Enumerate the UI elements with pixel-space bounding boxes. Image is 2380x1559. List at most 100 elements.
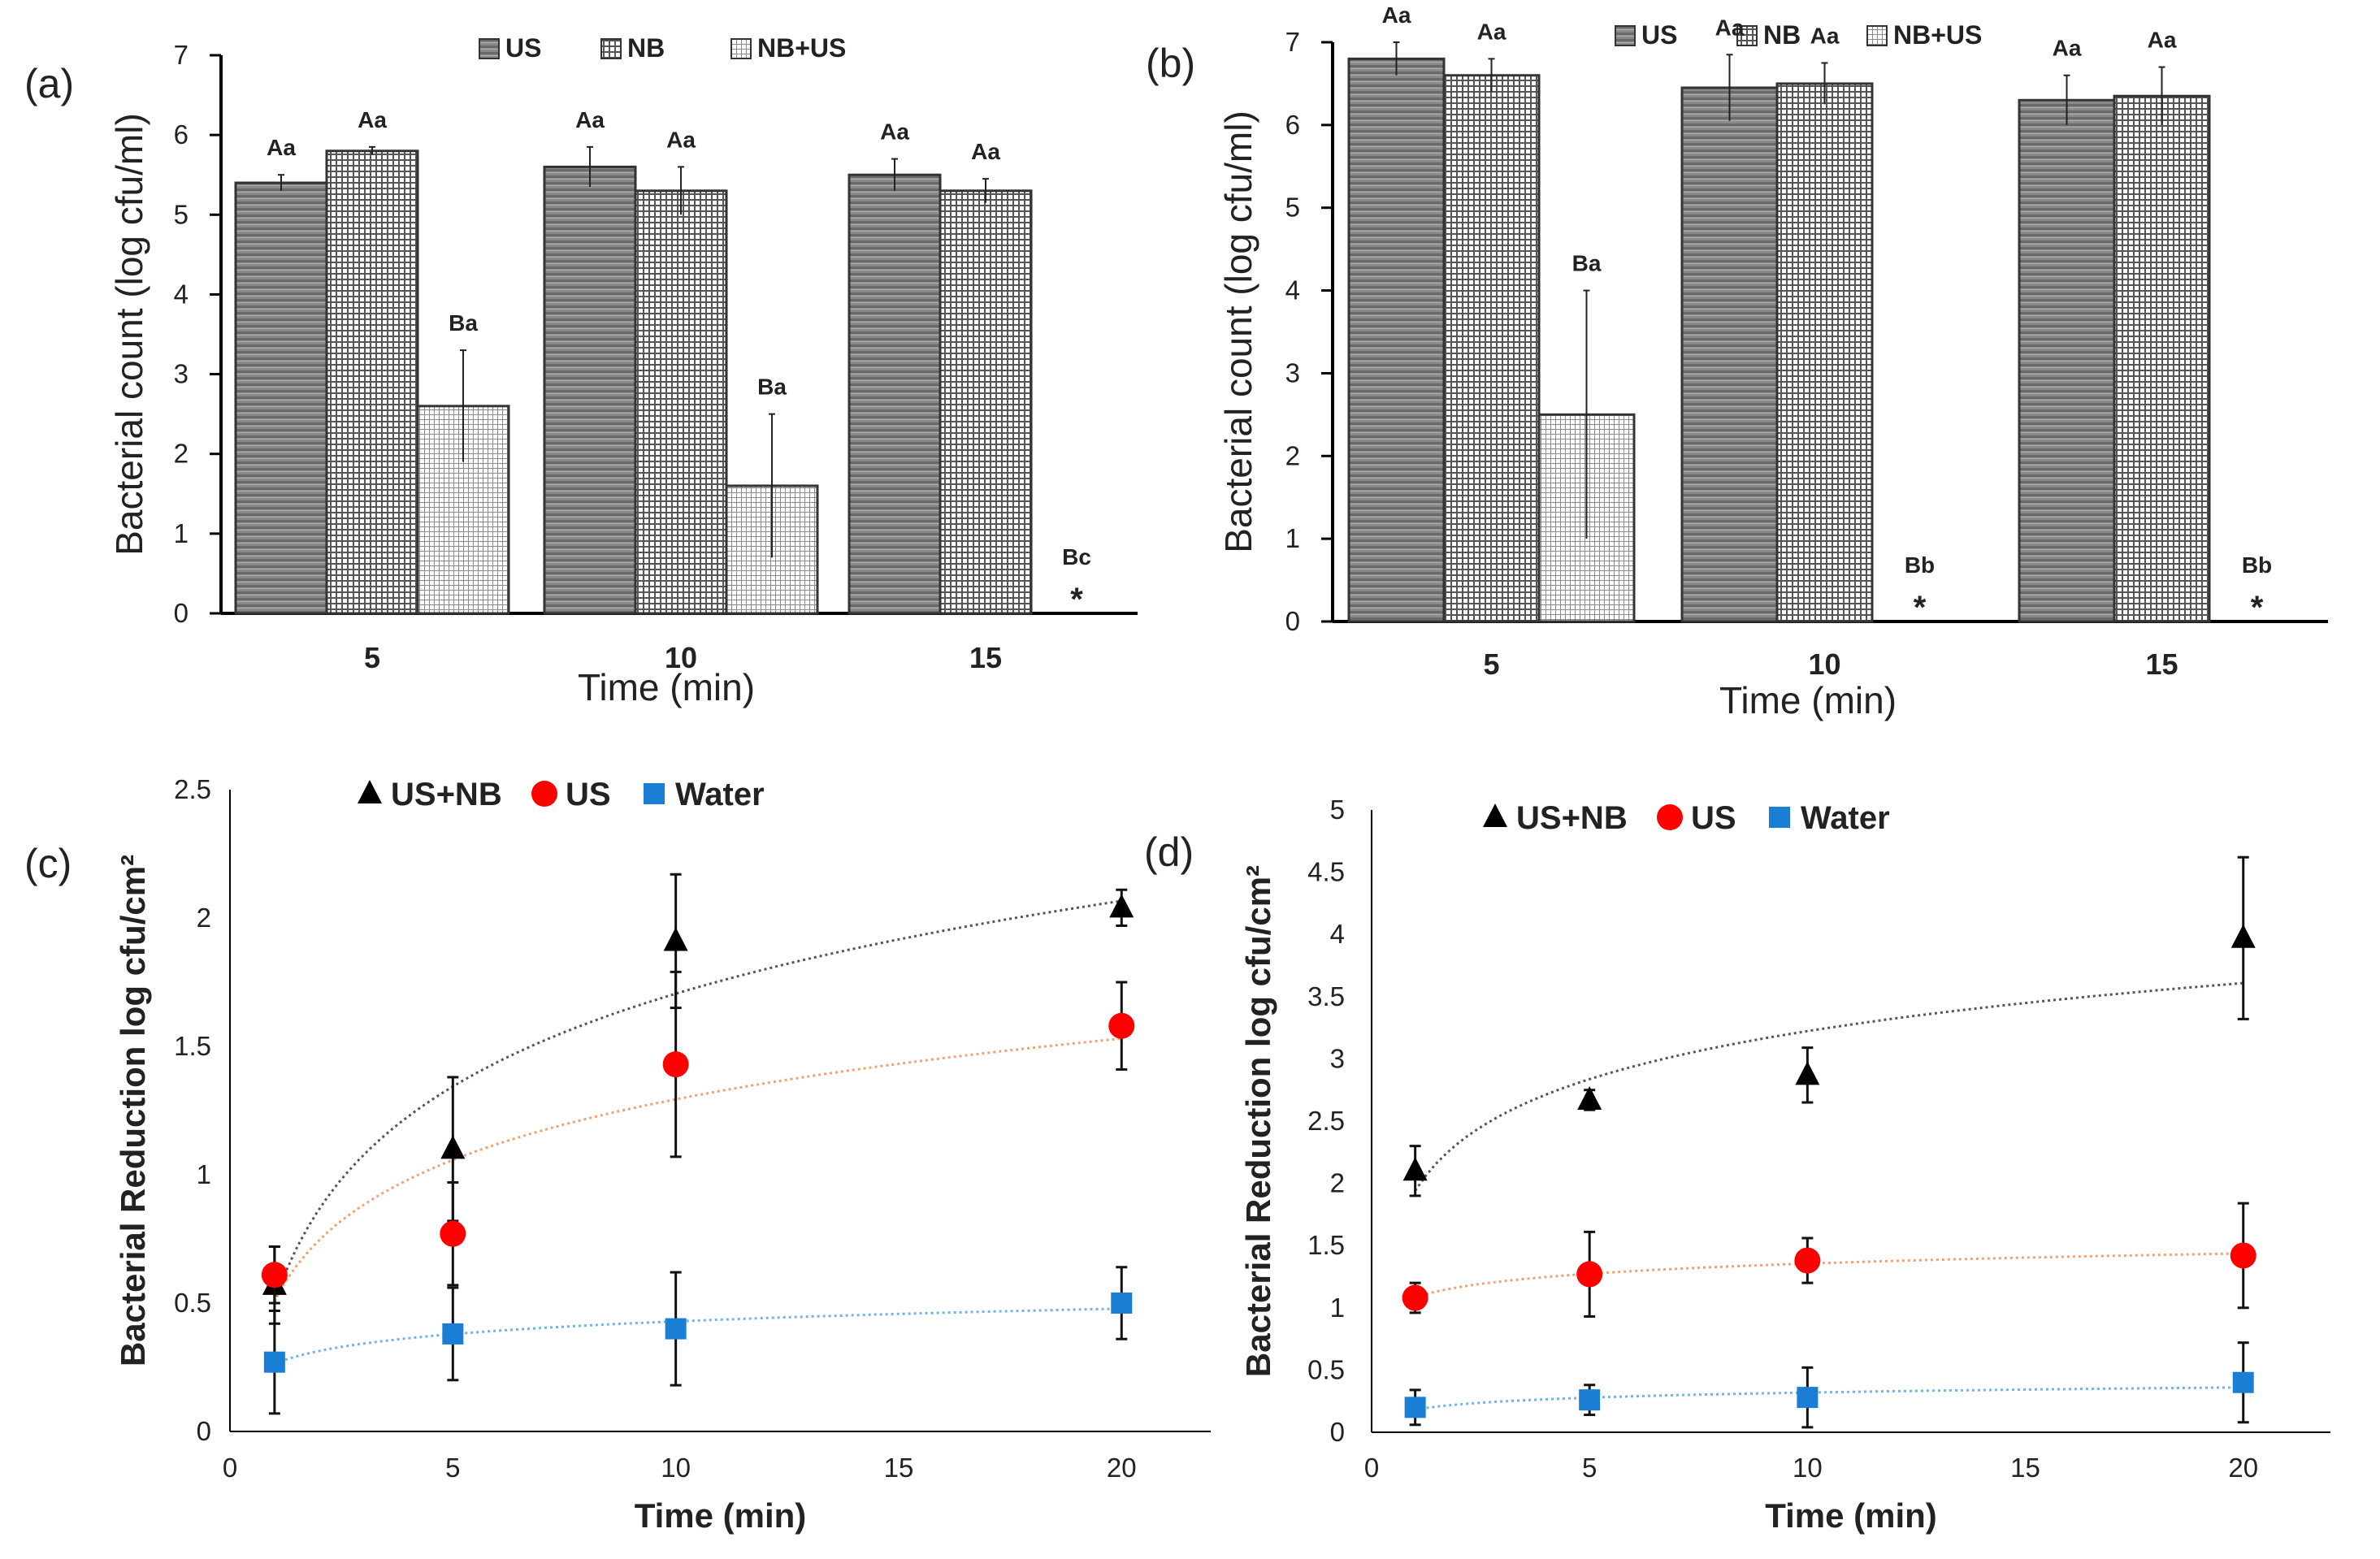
y-axis-label: Bacterial count (log cfu/ml) <box>108 113 150 556</box>
y-tick-label: 4 <box>174 279 189 309</box>
panel-label: (b) <box>1146 41 1195 86</box>
legend-swatch <box>1736 25 1758 46</box>
significance-label: Ba <box>757 375 787 400</box>
y-tick-label: 1 <box>197 1159 211 1189</box>
data-point <box>1794 1247 1821 1274</box>
legend-marker <box>531 781 557 807</box>
legend-marker <box>1657 804 1683 830</box>
y-tick-label: 0 <box>197 1416 211 1446</box>
x-tick-label: 5 <box>364 641 380 674</box>
y-tick-label: 2 <box>174 439 189 469</box>
data-point <box>665 1318 687 1340</box>
trendline <box>1415 1386 2243 1411</box>
significance-label: Aa <box>971 139 1000 164</box>
data-point <box>442 1323 464 1345</box>
x-tick-label: 15 <box>884 1453 914 1483</box>
bar <box>1775 82 1874 623</box>
data-point <box>1402 1284 1428 1311</box>
legend-swatch <box>1615 25 1636 46</box>
data-point <box>1108 1012 1135 1039</box>
x-tick-label: 15 <box>969 641 1002 674</box>
y-tick-label: 6 <box>1285 110 1300 140</box>
y-tick-label: 4.5 <box>1307 857 1345 887</box>
y-tick-label: 0 <box>1330 1417 1345 1447</box>
legend-label: US <box>566 777 611 812</box>
legend-label: NB <box>1763 20 1801 50</box>
significance-label: Aa <box>880 119 909 145</box>
legend-label: US+NB <box>1516 800 1628 836</box>
x-tick-label: 20 <box>2228 1453 2258 1483</box>
legend-label: NB+US <box>757 33 846 63</box>
x-tick-label: 0 <box>223 1453 237 1483</box>
y-tick-label: 3 <box>1285 357 1300 388</box>
significance-label: Bb <box>2242 552 2272 578</box>
y-tick-label: 1 <box>174 518 189 548</box>
legend-swatch <box>600 38 622 59</box>
data-point <box>2230 1242 2256 1269</box>
legend-swatch <box>1866 25 1888 46</box>
significance-label: Aa <box>666 127 696 152</box>
y-tick-label: 0.5 <box>174 1288 211 1318</box>
trendline <box>273 899 1122 1303</box>
legend-marker <box>644 783 665 804</box>
legend-label: NB <box>627 33 665 63</box>
significance-label: Bc <box>1062 544 1091 569</box>
legend-label: US <box>505 33 541 63</box>
data-point <box>1404 1397 1426 1418</box>
data-point <box>663 927 688 951</box>
legend-label: NB+US <box>1893 20 1982 50</box>
data-point <box>1577 1085 1602 1110</box>
legend-marker <box>1769 807 1790 828</box>
x-tick-label: 0 <box>1364 1453 1379 1483</box>
legend-swatch <box>730 38 752 59</box>
data-point <box>1795 1061 1820 1085</box>
trendline <box>1415 1252 2243 1299</box>
x-tick-label: 10 <box>665 641 697 674</box>
bar <box>234 181 328 615</box>
significance-label: Aa <box>2053 36 2082 61</box>
y-tick-label: 5 <box>1285 193 1300 223</box>
panel-label: (d) <box>1144 829 1194 875</box>
x-tick-label: 5 <box>1483 647 1499 681</box>
y-tick-label: 1 <box>1330 1293 1345 1323</box>
x-tick-label: 5 <box>445 1453 460 1483</box>
significance-label: Aa <box>575 107 605 132</box>
x-tick-label: 15 <box>2145 647 2178 681</box>
y-tick-label: 2 <box>1285 440 1300 470</box>
y-tick-label: 4 <box>1330 919 1345 949</box>
x-tick-label: 10 <box>1793 1453 1823 1483</box>
significance-label: Aa <box>358 107 387 132</box>
y-tick-label: 2 <box>197 903 211 933</box>
y-tick-label: 2.5 <box>1307 1106 1345 1136</box>
data-point <box>1579 1389 1601 1411</box>
significance-label: Bb <box>1905 552 1935 578</box>
x-axis-label: Time (min) <box>635 1496 807 1535</box>
y-tick-label: 7 <box>1285 27 1300 57</box>
legend-marker <box>358 780 382 803</box>
bar <box>1680 86 1779 623</box>
bar <box>634 189 728 615</box>
bar <box>1347 57 1446 623</box>
not-detected-marker: * <box>1914 590 1927 626</box>
y-tick-label: 0.5 <box>1307 1354 1345 1384</box>
x-tick-label: 10 <box>661 1453 691 1483</box>
data-point <box>261 1262 288 1288</box>
legend-label: Water <box>675 777 765 812</box>
x-axis-label: Time (min) <box>578 666 755 708</box>
y-axis-label: Bacterial count (log cfu/ml) <box>1217 110 1259 553</box>
significance-label: Aa <box>1477 19 1506 44</box>
bar <box>543 165 637 615</box>
trendline <box>273 1037 1122 1302</box>
x-tick-label: 15 <box>2010 1453 2040 1483</box>
y-tick-label: 2 <box>1330 1168 1345 1198</box>
data-point <box>1111 1293 1133 1314</box>
legend-label: Water <box>1801 800 1890 836</box>
y-tick-label: 7 <box>174 40 189 70</box>
data-point <box>1797 1387 1819 1409</box>
legend-swatch <box>479 38 500 59</box>
data-point <box>440 1135 466 1159</box>
legend-marker <box>1483 803 1507 827</box>
chart-panel-2: (b) 0 1 2 3 4 5 6 7 Bacterial count (log cfu/ml) T… <box>1146 2 2328 721</box>
data-point <box>1109 894 1134 918</box>
y-tick-label: 0 <box>174 598 189 628</box>
